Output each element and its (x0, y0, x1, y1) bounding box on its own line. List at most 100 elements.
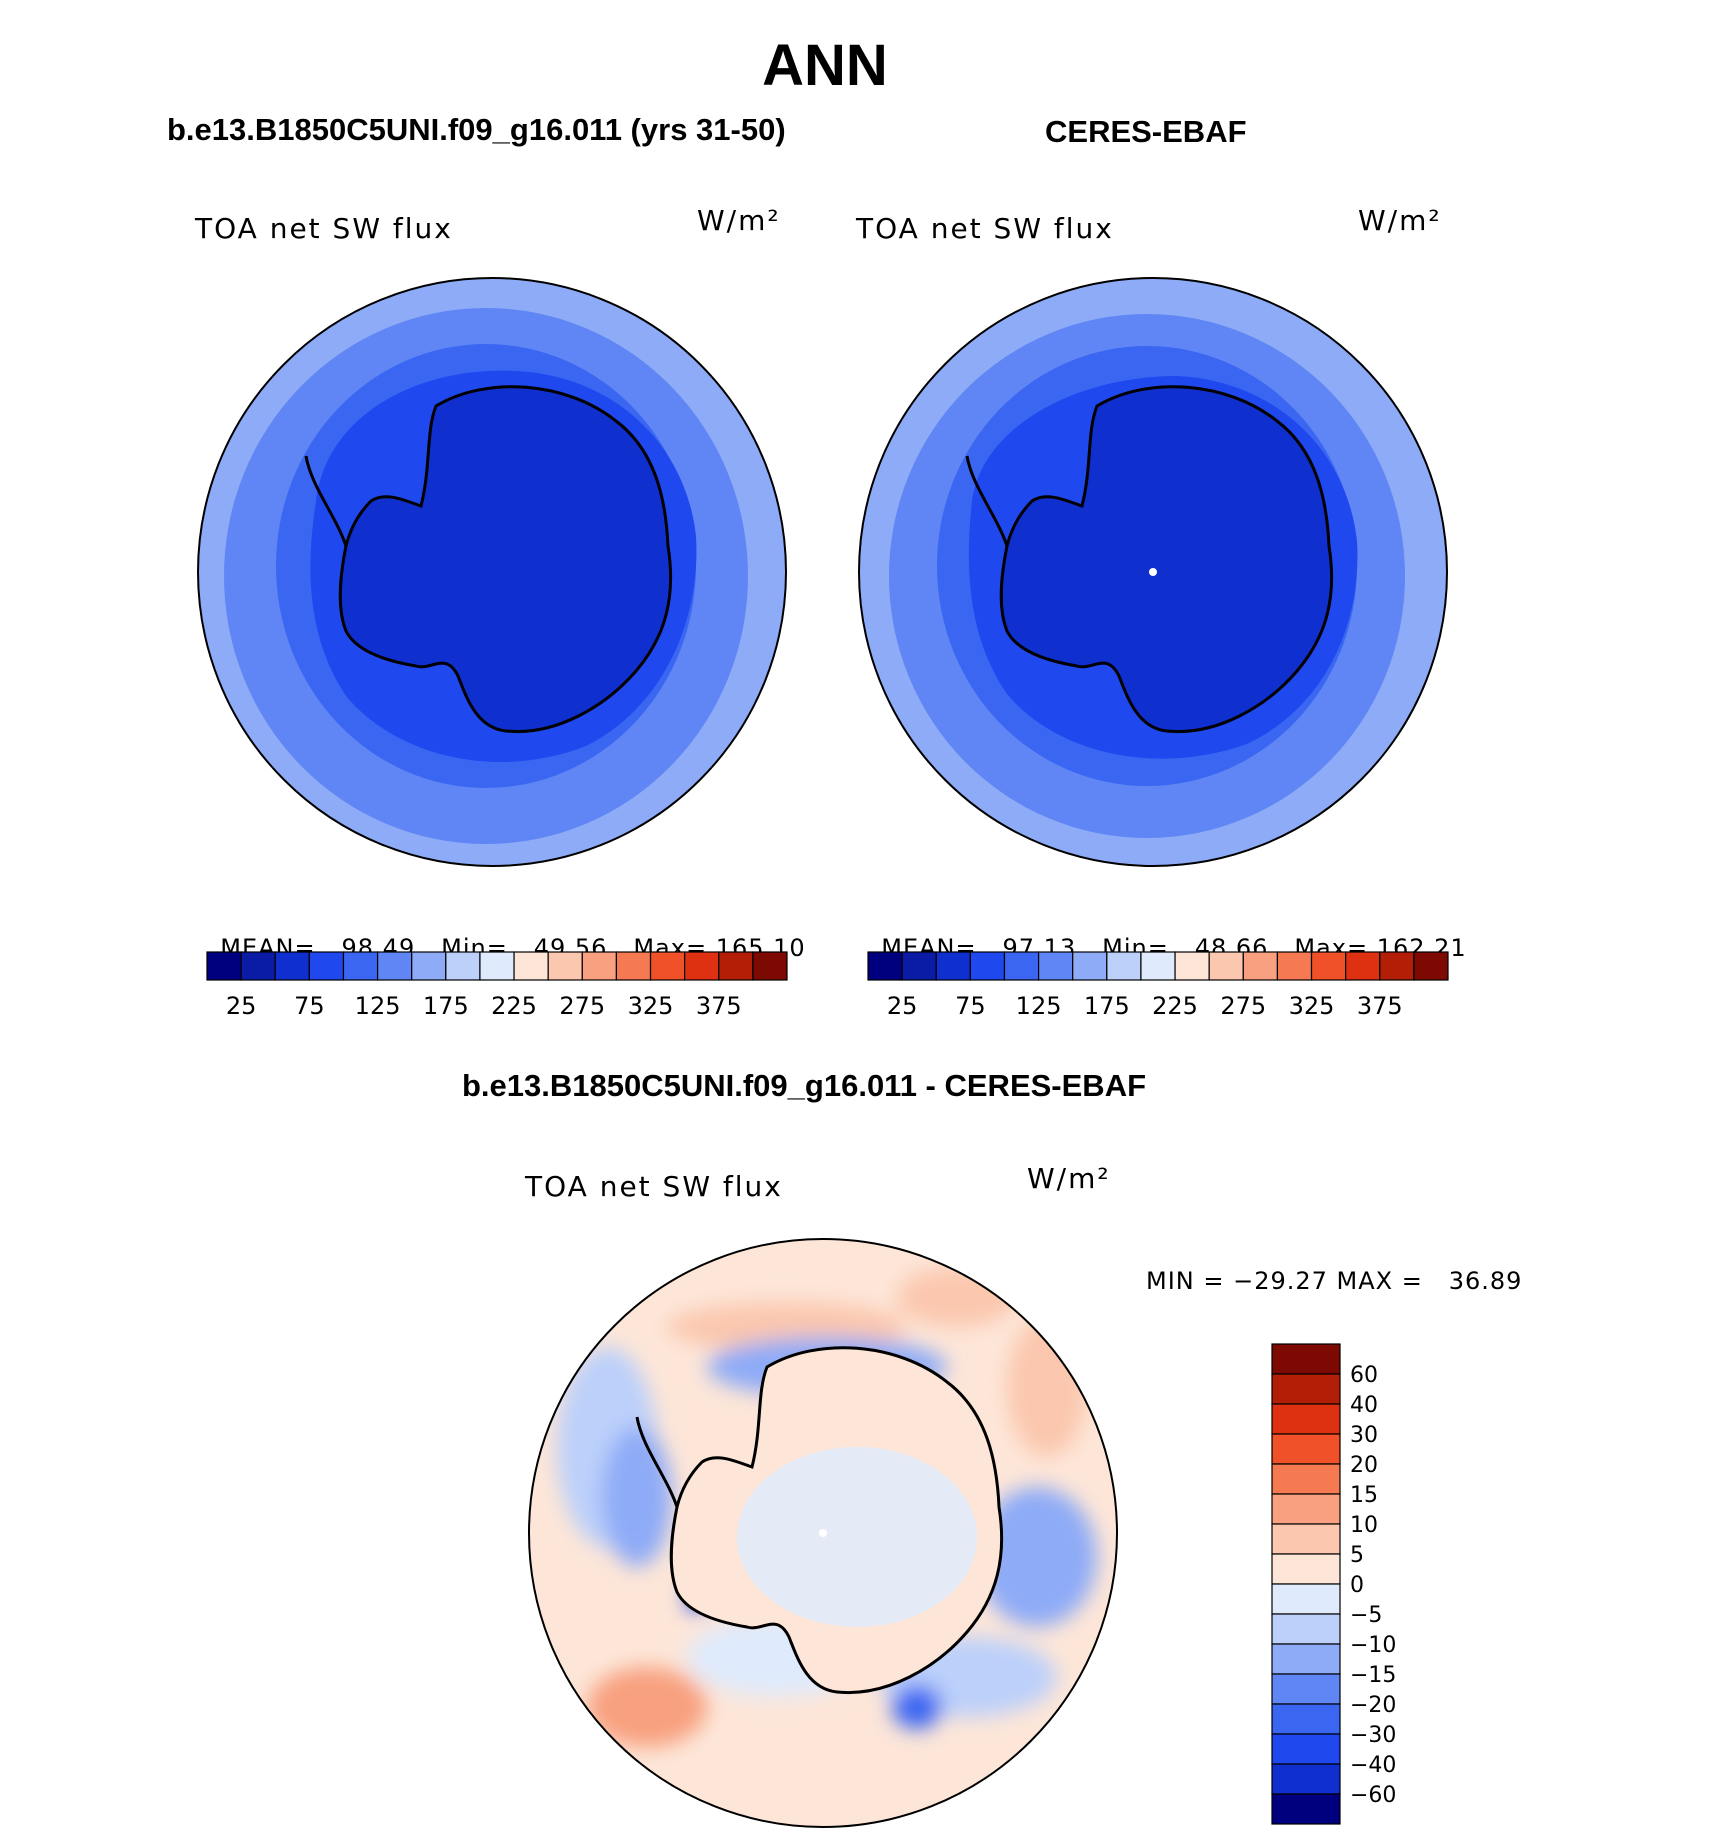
panel3-colorbar-box-12 (1271, 1703, 1341, 1735)
panel1-variable-label: TOA net SW flux (195, 212, 453, 245)
panel3-colorbar-tick-label: 30 (1350, 1423, 1378, 1448)
panel1-coastline (338, 385, 673, 734)
panel3-fill-plateau-negative (737, 1447, 977, 1627)
panel3-colorbar-box-5 (1271, 1493, 1341, 1525)
panel2-colorbar-box-11 (1242, 951, 1279, 981)
panel3-colorbar-tick-label: −5 (1350, 1603, 1382, 1628)
panel2-colorbar-box-9 (1174, 951, 1210, 981)
panel1-colorbar-box-7 (445, 951, 481, 981)
panel3-blob-se-negative-strong (892, 1685, 942, 1729)
panel2-pole-missing-point (1149, 568, 1157, 576)
panel2-colorbar-tick-label: 325 (1289, 992, 1335, 1020)
panel1-colorbar-box-15 (718, 951, 754, 981)
panel1-colorbar-box-1 (240, 951, 276, 981)
panel1-colorbar-tick-label: 75 (294, 992, 325, 1020)
panel2-colorbar-tick-label: 225 (1152, 992, 1198, 1020)
panel3-coastline (669, 1346, 1004, 1695)
panel1-colorbar-box-11 (581, 951, 618, 981)
panel1-contours (198, 278, 786, 866)
panel2-map (858, 277, 1448, 867)
panel3-colorbar-box-9 (1271, 1613, 1341, 1645)
panel1-colorbar-tick-label: 325 (628, 992, 674, 1020)
panel1-colorbar-box-2 (274, 951, 310, 981)
panel1-colorbar-box-5 (376, 951, 413, 981)
panel2-colorbar-tick-label: 125 (1016, 992, 1062, 1020)
panel1-colorbar-box-4 (342, 951, 379, 981)
panel2-coastline (999, 385, 1334, 734)
panel2-colorbar-box-12 (1276, 951, 1313, 981)
panel2-variable-label: TOA net SW flux (856, 212, 1114, 245)
panel2-colorbar-box-14 (1345, 951, 1381, 981)
panel1-colorbar-box-6 (411, 951, 447, 981)
panel3-colorbar-box-8 (1271, 1583, 1341, 1615)
panel1-colorbar-box-9 (513, 951, 549, 981)
panel3-colorbar-tick-label: −15 (1350, 1663, 1396, 1688)
panel1-colorbar-box-3 (308, 951, 345, 981)
panel1-colorbar-tick-label: 25 (226, 992, 257, 1020)
figure-title: ANN (762, 33, 888, 98)
panel2-colorbar-box-0 (867, 951, 903, 981)
panel3-colorbar-box-15 (1271, 1793, 1341, 1825)
panel3-blob-e-negative (977, 1487, 1097, 1627)
panel2-colorbar-box-10 (1208, 951, 1244, 981)
panel2-colorbar-box-13 (1310, 951, 1347, 981)
panel3-colorbar-box-14 (1271, 1763, 1341, 1795)
panel1-colorbar-box-14 (684, 951, 720, 981)
panel3-colorbar-tick-label: 20 (1350, 1453, 1378, 1478)
panel3-map (528, 1238, 1118, 1828)
panel1-colorbar-tick-label: 125 (355, 992, 401, 1020)
panel3-colorbar-tick-label: 15 (1350, 1483, 1378, 1508)
panel3-blob-w-negative-strong (602, 1427, 672, 1567)
panel3-colorbar-box-11 (1271, 1673, 1341, 1705)
panel1-fill-antarctica (340, 386, 671, 732)
panel3-blob-sw-positive (587, 1667, 707, 1747)
panel3-colorbar-box-0 (1271, 1343, 1341, 1375)
panel3-colorbar-box-4 (1271, 1463, 1341, 1495)
panel1-map-border (197, 277, 787, 867)
panel2-colorbar-box-1 (901, 951, 937, 981)
panel3-colorbar-tick-label: −60 (1350, 1783, 1396, 1808)
diff-case-title: b.e13.B1850C5UNI.f09_g16.011 - CERES-EBA… (462, 1068, 1147, 1103)
panel3-colorbar-box-6 (1271, 1523, 1341, 1555)
panel2-fill-antarctica (1001, 386, 1332, 732)
panel1-colorbar-tick-label: 275 (559, 992, 605, 1020)
panel3-colorbar-boxes (1271, 1343, 1341, 1825)
panel3-pole-missing-point (819, 1529, 827, 1537)
panel2-colorbar-tick-label: 75 (955, 992, 986, 1020)
panel2-colorbar-ticks: 25 75 125 175 225 275 325 375 (887, 992, 1403, 1020)
panel3-colorbar-tick-label: −40 (1350, 1753, 1396, 1778)
panel3-colorbar-box-13 (1271, 1733, 1341, 1765)
panel2-colorbar-tick-label: 175 (1084, 992, 1130, 1020)
panel1-colorbar-box-10 (547, 951, 583, 981)
panel3-colorbar-tick-label: 40 (1350, 1393, 1378, 1418)
panel3-units-label: W/m² (1027, 1162, 1111, 1195)
panel3-colorbar-tick-label: 0 (1350, 1573, 1364, 1598)
panel3-colorbar-box-1 (1271, 1373, 1341, 1405)
panel3-colorbar: 60 40 30 20 15 10 5 0 −5 −10 −15 −20 −30 −40 −60 (1271, 1343, 1396, 1825)
panel3-colorbar-ticks: 60 40 30 20 15 10 5 0 −5 −10 −15 −20 −30 −40 −60 (1350, 1363, 1396, 1808)
panel1-colorbar-tick-label: 225 (491, 992, 537, 1020)
panel3-colorbar-box-3 (1271, 1433, 1341, 1465)
panel2-colorbar-box-6 (1072, 951, 1108, 981)
panel3-colorbar-tick-label: 5 (1350, 1543, 1364, 1568)
panel3-blob-e-positive (1007, 1317, 1087, 1457)
panel2-colorbar-box-3 (969, 951, 1006, 981)
panel2-colorbar-tick-label: 25 (887, 992, 918, 1020)
panel1-colorbar-box-0 (206, 951, 242, 981)
panel3-colorbar-tick-label: 60 (1350, 1363, 1378, 1388)
panel3-contours (529, 1239, 1117, 1827)
panel2-contours (859, 278, 1447, 866)
panel3-colorbar-tick-label: −10 (1350, 1633, 1396, 1658)
panel1-units-label: W/m² (697, 204, 781, 237)
panel3-colorbar-tick-label: −30 (1350, 1723, 1396, 1748)
left-case-title: b.e13.B1850C5UNI.f09_g16.011 (yrs 31-50) (167, 112, 786, 147)
panel3-map-border (528, 1238, 1118, 1828)
panel2-colorbar-box-2 (935, 951, 971, 981)
panel1-colorbar-ticks: 25 75 125 175 225 275 325 375 (226, 992, 742, 1020)
panel1-colorbar-box-16 (752, 951, 788, 981)
panel2-colorbar-box-8 (1140, 951, 1176, 981)
panel2-colorbar-tick-label: 375 (1357, 992, 1403, 1020)
panel1-colorbar-boxes (206, 951, 788, 981)
right-case-title: CERES-EBAF (1045, 114, 1247, 149)
panel1-colorbar: 25 75 125 175 225 275 325 375 (206, 951, 788, 1020)
